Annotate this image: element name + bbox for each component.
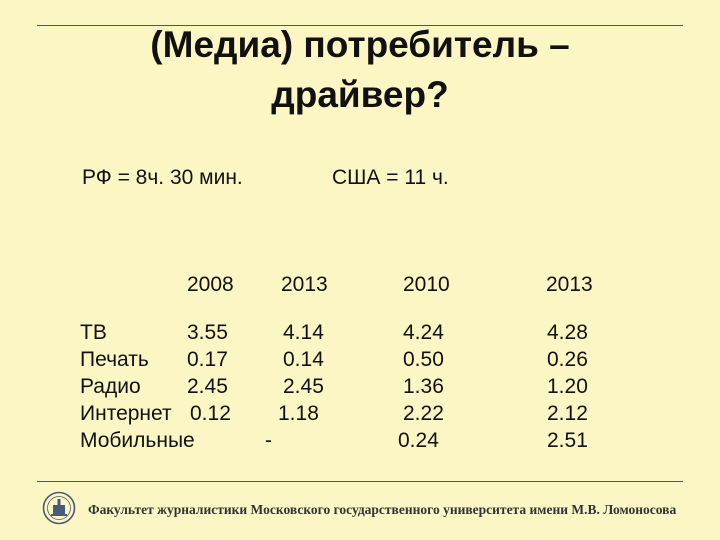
slide-title: (Медиа) потребитель – драйвер?	[0, 20, 720, 120]
stat-russia: РФ = 8ч. 30 мин.	[82, 166, 243, 189]
table-cell: 4.14	[283, 321, 324, 344]
table-cell: 3.55	[187, 321, 228, 344]
row-label: Интернет	[80, 402, 172, 425]
table-cell: 1.18	[278, 402, 319, 425]
top-rule	[37, 25, 683, 26]
table-cell: 4.28	[547, 321, 588, 344]
table-cell: 0.26	[547, 348, 588, 371]
year-header: 2010	[403, 273, 450, 296]
row-label: Радио	[80, 375, 141, 398]
title-line-1: (Медиа) потребитель –	[150, 24, 570, 65]
table-cell: 0.17	[187, 348, 228, 371]
bottom-rule	[37, 481, 683, 482]
title-line-2: драйвер?	[271, 74, 449, 115]
row-label: Печать	[80, 348, 149, 371]
table-cell: 2.22	[403, 402, 444, 425]
table-cell: 0.50	[403, 348, 444, 371]
table-cell: 1.36	[403, 375, 444, 398]
row-label: ТВ	[80, 321, 107, 344]
footer-caption: Факультет журналистики Московского госуд…	[88, 502, 677, 517]
table-cell: 4.24	[403, 321, 444, 344]
table-cell: 1.20	[547, 375, 588, 398]
year-header: 2008	[187, 273, 234, 296]
year-header: 2013	[546, 273, 593, 296]
table-cell: 2.12	[547, 402, 588, 425]
stat-usa: США = 11 ч.	[332, 166, 449, 189]
table-cell: 2.45	[187, 375, 228, 398]
table-cell: 0.24	[398, 429, 439, 452]
table-cell: 2.51	[547, 429, 588, 452]
table-cell: -	[265, 429, 272, 452]
table-cell: 0.14	[283, 348, 324, 371]
year-header: 2013	[281, 273, 328, 296]
table-cell: 0.12	[190, 402, 231, 425]
university-emblem-icon	[42, 491, 76, 525]
table-cell: 2.45	[283, 375, 324, 398]
row-label: Мобильные	[80, 429, 195, 452]
